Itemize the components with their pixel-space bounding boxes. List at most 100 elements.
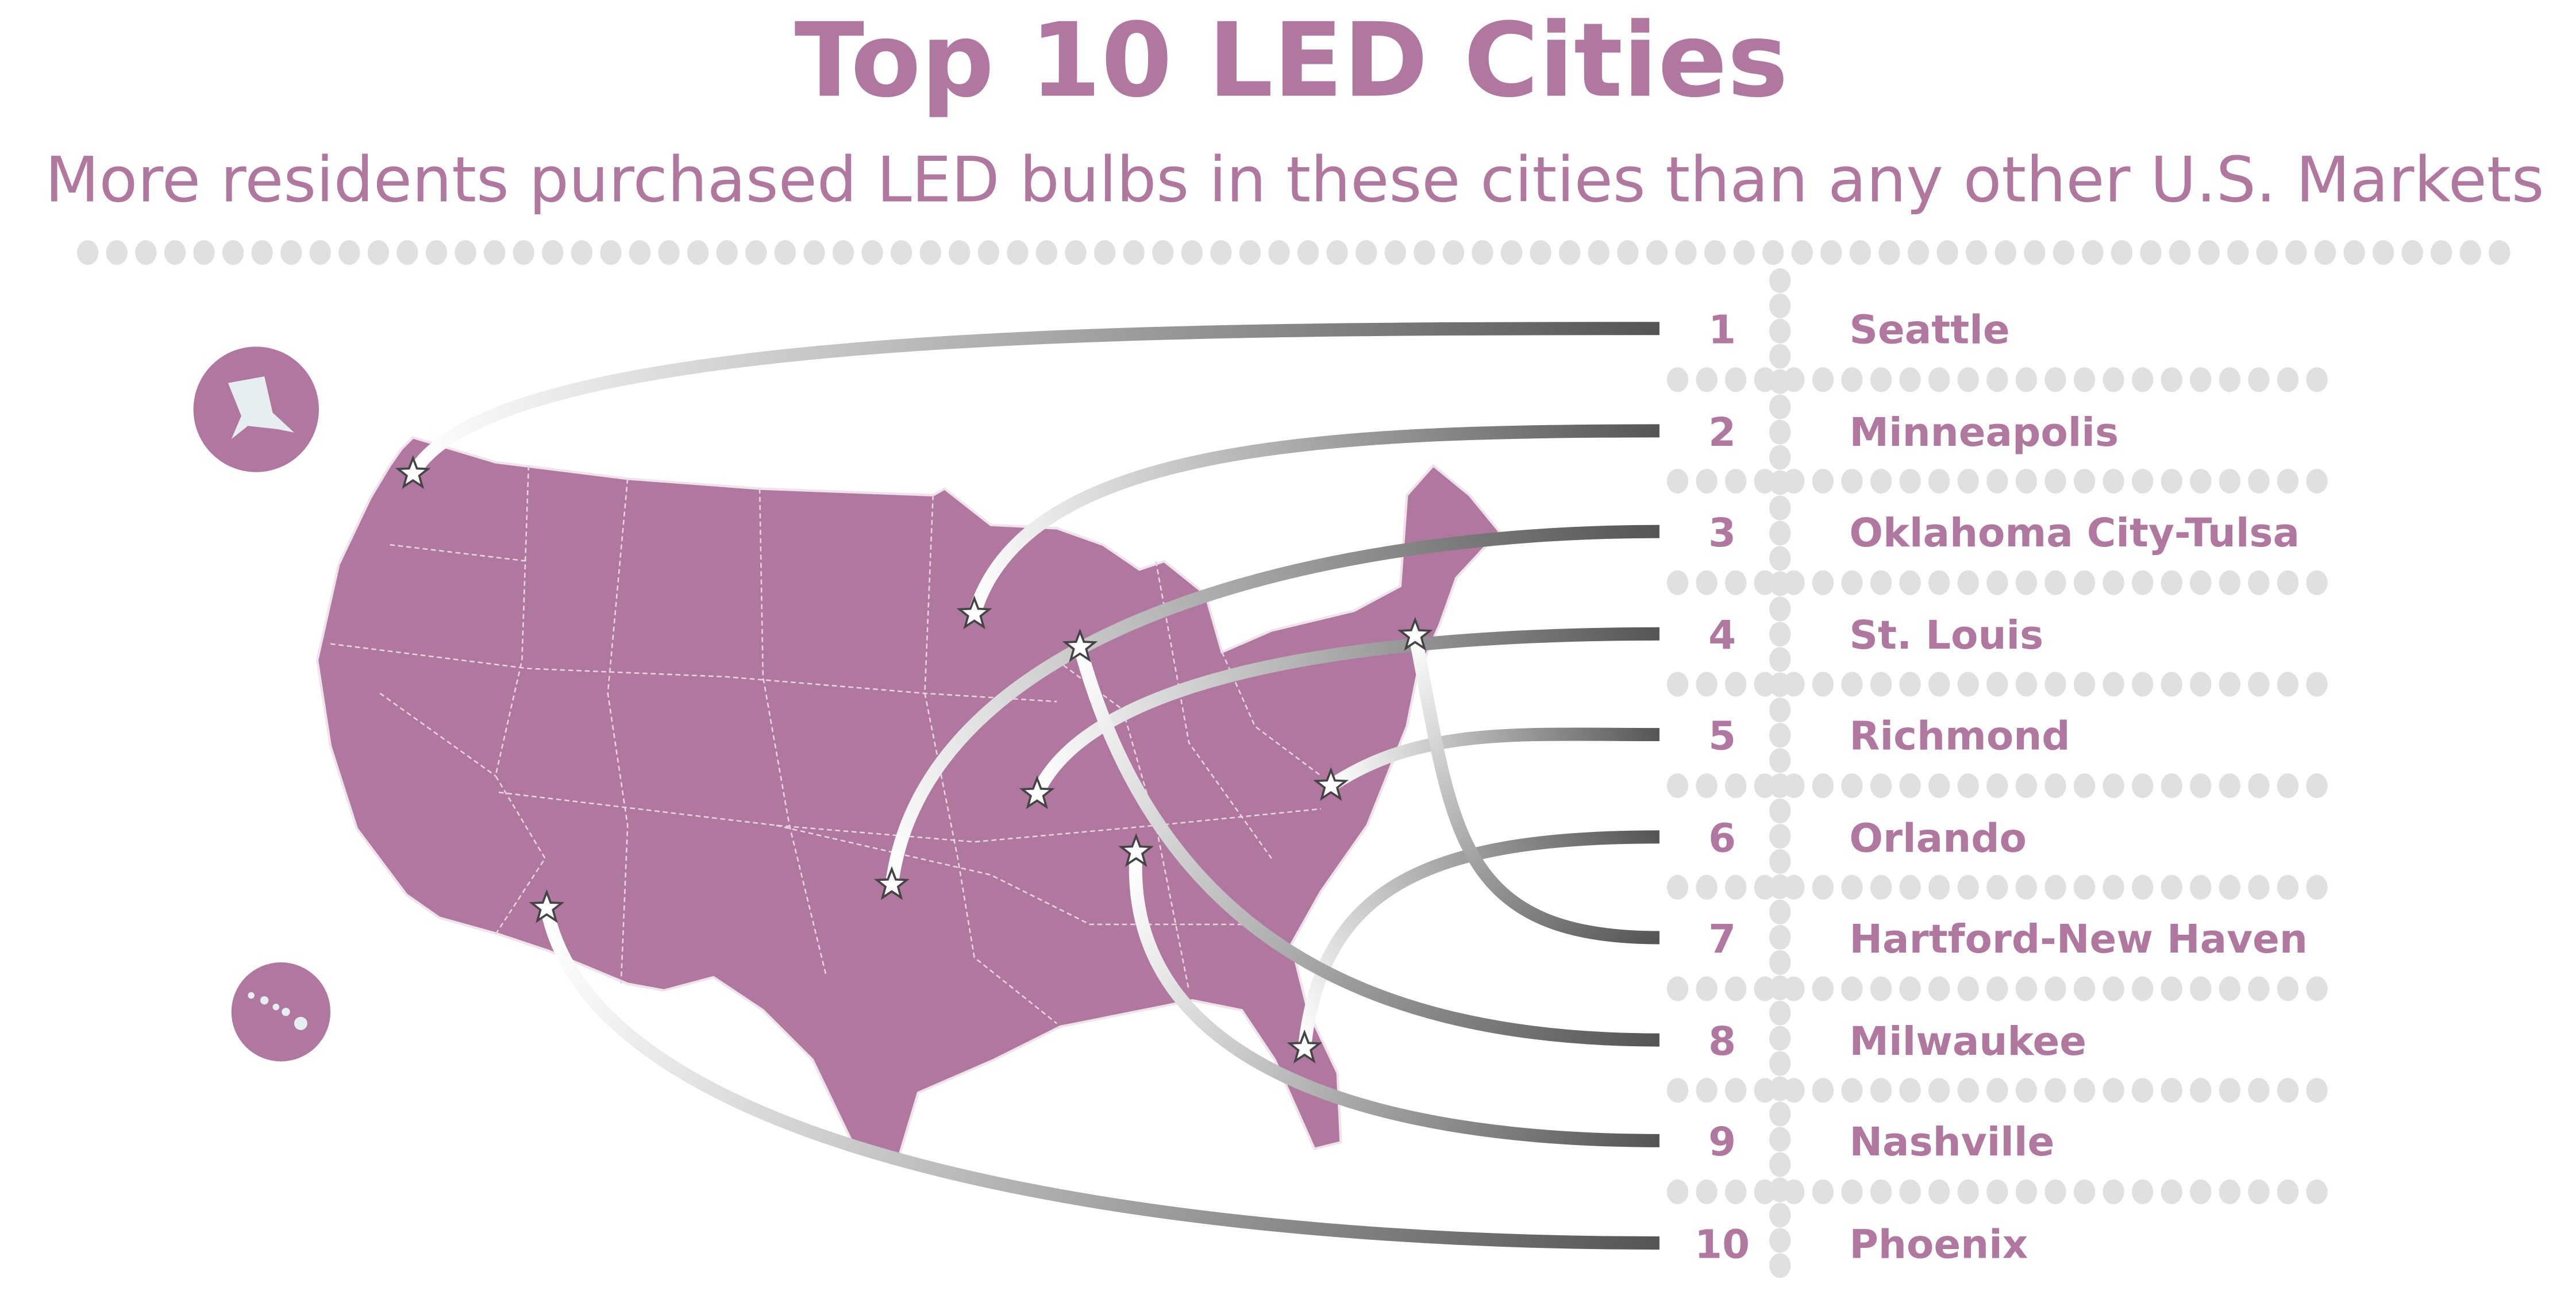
dot [2248, 874, 2270, 900]
ranking-row: 2 Minneapolis [1708, 410, 2119, 456]
dot [1725, 672, 1747, 697]
dot [1870, 672, 1892, 697]
city-name: Nashville [1849, 1119, 2054, 1165]
star-icon [1313, 767, 1349, 801]
dot [2015, 570, 2038, 595]
dot [1928, 976, 1950, 1001]
dot [2285, 240, 2307, 265]
dot [1733, 240, 1755, 265]
dot [2131, 367, 2154, 392]
dot [1928, 672, 1950, 697]
dot [2131, 976, 2154, 1001]
dot [425, 240, 448, 265]
rank-number: 7 [1708, 916, 1736, 962]
dot [1928, 773, 1950, 799]
dot [2248, 1179, 2270, 1204]
dot [1696, 874, 1718, 900]
dot [1666, 1078, 1689, 1103]
dot [1754, 773, 1776, 799]
dot [367, 240, 390, 265]
dot [2248, 468, 2270, 494]
dot [1588, 240, 1609, 265]
dot [774, 240, 796, 265]
star-icon [529, 889, 565, 923]
dot [2131, 874, 2154, 900]
dot [1769, 1101, 1791, 1127]
city-name: Hartford-New Haven [1849, 916, 2308, 962]
dot [1899, 1078, 1921, 1103]
dot [2306, 1078, 2328, 1103]
star-icon [1019, 775, 1055, 810]
dot [2161, 1078, 2182, 1103]
dot [2015, 468, 2038, 494]
connector-line [1073, 645, 1659, 1047]
dot [1769, 344, 1791, 369]
dot [1297, 240, 1319, 265]
dot [1769, 419, 1791, 445]
dot [1769, 293, 1791, 318]
rank-number: 8 [1708, 1019, 1736, 1065]
dot [2372, 240, 2394, 265]
dot [1769, 723, 1791, 748]
ranking-row: 4 St. Louis [1708, 612, 2043, 658]
dot [483, 240, 506, 265]
dot [1769, 924, 1791, 950]
dot [1696, 367, 1718, 392]
dot [1769, 318, 1791, 344]
dot [2161, 367, 2182, 392]
dot [1986, 1078, 2008, 1103]
dot [2131, 773, 2154, 799]
dot [1530, 240, 1551, 265]
dot [1762, 240, 1784, 265]
dot [2219, 1179, 2241, 1204]
ranking-row: 3 Oklahoma City-Tulsa [1708, 510, 2300, 556]
dot [1986, 672, 2008, 697]
dot [2131, 570, 2154, 595]
dot [1870, 976, 1892, 1001]
dot [1152, 240, 1174, 265]
dot [2306, 367, 2328, 392]
dotted-grid [77, 240, 2510, 1278]
dot [629, 240, 651, 265]
dot [2103, 773, 2124, 799]
dot [1725, 874, 1747, 900]
dot [1812, 773, 1834, 799]
dot [1841, 1179, 1863, 1204]
dot [1769, 950, 1791, 975]
dot [1769, 1152, 1791, 1177]
dot [716, 240, 738, 265]
dot [1957, 1179, 1979, 1204]
dot [1769, 470, 1791, 495]
dot [2103, 1078, 2124, 1103]
dot [2219, 773, 2241, 799]
dot [2219, 976, 2241, 1001]
connector-line [1408, 634, 1659, 945]
dot [949, 240, 971, 265]
dot [2082, 240, 2104, 265]
dot [1878, 240, 1900, 265]
dot [1769, 1202, 1791, 1228]
dot [1841, 672, 1863, 697]
dot [1696, 1078, 1718, 1103]
dot [1957, 1078, 1979, 1103]
dot [2198, 240, 2220, 265]
ranking-row: 10 Phoenix [1695, 1221, 2028, 1267]
ranking-row: 7 Hartford-New Haven [1708, 916, 2308, 962]
dot [1957, 468, 1979, 494]
dot [2161, 1179, 2182, 1204]
city-name: Richmond [1849, 713, 2070, 759]
dot [600, 240, 622, 265]
dot [2161, 773, 2182, 799]
dot [2343, 240, 2365, 265]
dot [2015, 367, 2038, 392]
dot [1899, 570, 1921, 595]
dot [309, 240, 331, 265]
dot [1558, 240, 1581, 265]
dot [2044, 367, 2066, 392]
dot [1666, 672, 1689, 697]
dot [1899, 672, 1921, 697]
dot [1769, 394, 1791, 419]
dot [2103, 672, 2124, 697]
dot [1769, 1228, 1791, 1253]
dot [1769, 268, 1791, 293]
